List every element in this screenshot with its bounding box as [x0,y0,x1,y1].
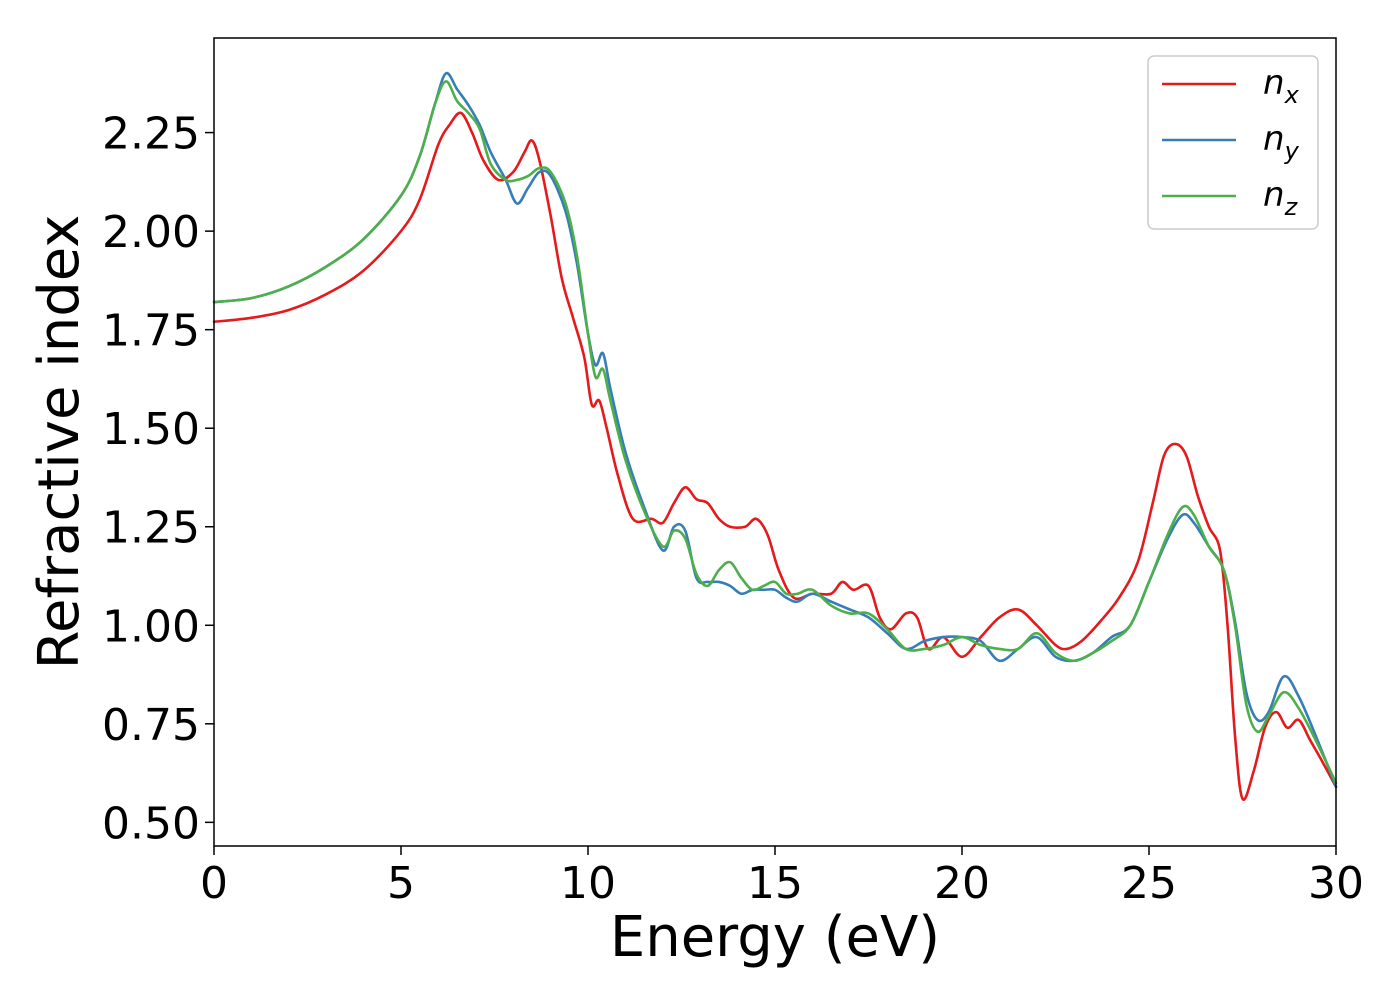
y-tick-label: 0.50 [102,798,200,849]
legend-label-y: ny [1263,119,1300,165]
series-line-z [212,80,1338,785]
x-tick-label: 20 [934,858,990,909]
x-tick-label: 15 [747,858,803,909]
series-layer [212,71,1338,801]
x-tick-label: 10 [560,858,616,909]
legend-box [1147,55,1319,230]
x-tick-label: 25 [1121,858,1177,909]
y-tick-label: 2.00 [102,207,200,258]
y-tick-label: 1.25 [102,503,200,554]
y-tick-label: 1.50 [102,404,200,455]
y-tick-label: 0.75 [102,700,200,751]
y-tick-label: 1.75 [102,306,200,357]
legend: nx ny nz [1147,55,1319,230]
legend-label-z: nz [1263,175,1299,221]
y-tick-label: 1.00 [102,601,200,652]
x-tick-label: 30 [1308,858,1364,909]
x-axis-ticks: 0 5 10 15 20 25 30 [200,846,1364,909]
series-line-y [212,71,1338,789]
x-axis-title: Energy (eV) [610,905,940,970]
legend-label-x: nx [1263,63,1300,109]
y-tick-label: 2.25 [102,109,200,160]
x-tick-label: 0 [200,858,228,909]
y-axis-title: Refractive index [27,215,92,670]
x-tick-label: 5 [387,858,415,909]
y-axis-ticks: 0.50 0.75 1.00 1.25 1.50 1.75 2.00 2.25 [102,109,214,849]
